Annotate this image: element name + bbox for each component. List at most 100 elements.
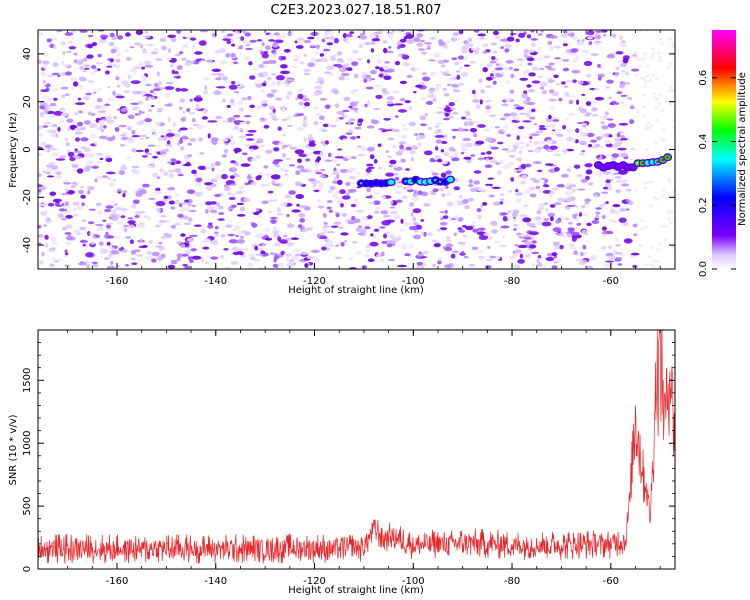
noise-speck bbox=[177, 213, 184, 218]
noise-speck bbox=[427, 59, 437, 62]
noise-speck bbox=[236, 239, 245, 244]
noise-speck bbox=[240, 235, 244, 239]
noise-speck bbox=[601, 125, 609, 130]
noise-speck bbox=[319, 97, 327, 101]
noise-speck bbox=[218, 74, 223, 78]
x-tick-label: -120 bbox=[303, 276, 326, 287]
noise-speck bbox=[341, 212, 347, 217]
noise-speck bbox=[538, 204, 545, 209]
noise-speck bbox=[340, 232, 349, 236]
noise-speck bbox=[154, 82, 159, 88]
noise-speck bbox=[556, 184, 565, 188]
noise-speck bbox=[667, 217, 671, 221]
noise-speck bbox=[74, 131, 83, 135]
noise-speck bbox=[389, 235, 395, 239]
noise-speck bbox=[398, 141, 407, 145]
noise-speck bbox=[234, 161, 239, 166]
noise-speck bbox=[138, 134, 147, 137]
noise-speck bbox=[247, 262, 254, 268]
noise-speck bbox=[616, 132, 621, 138]
noise-speck bbox=[469, 61, 477, 64]
noise-speck bbox=[572, 59, 577, 64]
noise-speck bbox=[187, 142, 192, 146]
noise-speck bbox=[352, 49, 359, 54]
snr-x-ticks: -160 -140 -120 -100 -80 -60 bbox=[67, 330, 661, 587]
noise-speck bbox=[546, 139, 553, 145]
noise-speck bbox=[576, 222, 582, 226]
noise-speck bbox=[434, 130, 439, 135]
noise-speck bbox=[125, 236, 131, 239]
noise-speck bbox=[61, 193, 69, 195]
noise-speck bbox=[597, 73, 605, 78]
noise-speck bbox=[141, 78, 147, 82]
noise-speck bbox=[547, 114, 552, 120]
noise-speck bbox=[595, 172, 601, 177]
noise-speck bbox=[613, 172, 620, 175]
noise-speck bbox=[89, 153, 96, 156]
noise-speck bbox=[211, 68, 222, 73]
noise-speck bbox=[85, 92, 92, 96]
noise-speck bbox=[130, 102, 140, 106]
noise-speck bbox=[517, 259, 525, 264]
noise-speck bbox=[537, 140, 546, 145]
noise-speck bbox=[588, 143, 593, 148]
noise-speck bbox=[490, 42, 497, 45]
noise-speck bbox=[170, 259, 178, 265]
noise-speck bbox=[72, 213, 79, 217]
noise-speck bbox=[505, 59, 514, 64]
noise-speck bbox=[252, 142, 259, 146]
noise-speck bbox=[468, 37, 472, 43]
noise-speck bbox=[424, 150, 433, 156]
noise-speck bbox=[306, 255, 315, 260]
noise-speck bbox=[455, 179, 460, 183]
noise-speck bbox=[618, 169, 628, 175]
noise-speck bbox=[431, 239, 437, 243]
noise-speck bbox=[619, 35, 623, 40]
noise-speck bbox=[346, 192, 350, 197]
noise-speck bbox=[636, 110, 641, 114]
noise-speck bbox=[624, 71, 630, 76]
noise-speck bbox=[341, 72, 350, 77]
noise-speck bbox=[500, 212, 509, 215]
noise-speck bbox=[400, 243, 407, 248]
noise-speck bbox=[66, 118, 74, 123]
noise-speck bbox=[527, 62, 533, 66]
noise-speck bbox=[432, 263, 436, 267]
noise-speck bbox=[152, 155, 159, 159]
noise-speck bbox=[174, 53, 182, 57]
noise-speck bbox=[638, 64, 642, 68]
noise-speck bbox=[255, 155, 262, 159]
noise-speck bbox=[105, 228, 114, 231]
noise-speck bbox=[478, 249, 484, 254]
noise-speck bbox=[182, 264, 188, 267]
noise-speck bbox=[651, 259, 656, 263]
noise-speck bbox=[333, 91, 339, 95]
noise-speck bbox=[150, 161, 155, 165]
noise-speck bbox=[388, 258, 395, 262]
noise-speck bbox=[104, 103, 110, 107]
noise-speck bbox=[131, 204, 137, 209]
noise-speck bbox=[112, 90, 116, 96]
noise-speck bbox=[132, 91, 140, 95]
noise-speck bbox=[296, 165, 305, 169]
noise-speck bbox=[458, 30, 464, 35]
noise-speck bbox=[526, 97, 531, 102]
noise-speck bbox=[134, 249, 141, 253]
noise-speck bbox=[249, 75, 256, 80]
noise-speck bbox=[443, 160, 448, 164]
noise-speck bbox=[451, 83, 459, 88]
noise-speck bbox=[75, 102, 86, 105]
noise-speck bbox=[458, 194, 463, 199]
noise-speck bbox=[87, 190, 91, 195]
noise-speck bbox=[304, 121, 308, 126]
noise-speck bbox=[207, 224, 214, 229]
noise-speck bbox=[620, 42, 627, 48]
noise-speck bbox=[46, 74, 54, 78]
noise-speck bbox=[112, 178, 116, 182]
noise-speck bbox=[76, 168, 84, 174]
noise-speck bbox=[649, 263, 654, 267]
noise-speck bbox=[261, 42, 265, 47]
noise-speck bbox=[317, 76, 324, 81]
noise-speck bbox=[63, 63, 71, 67]
noise-speck bbox=[69, 156, 76, 162]
